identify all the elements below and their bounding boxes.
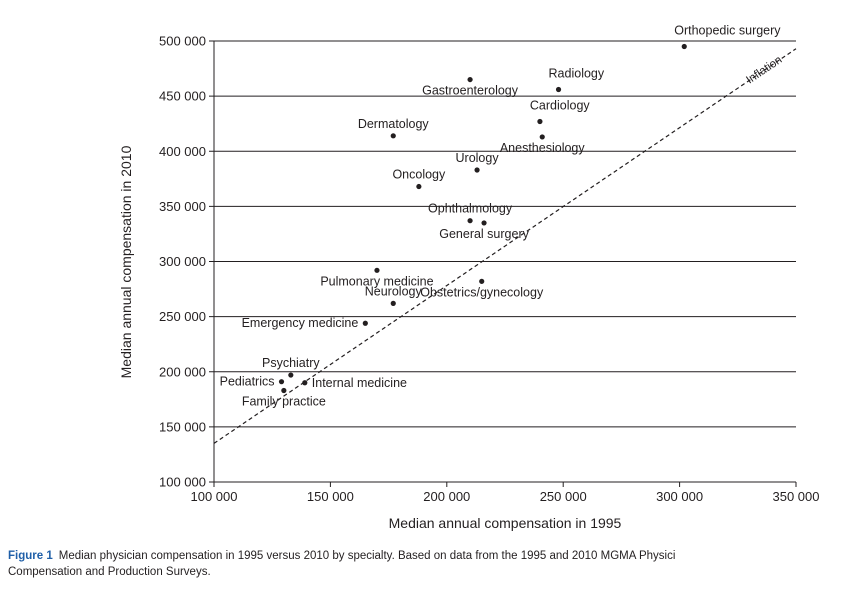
caption-line-1: Median physician compensation in 1995 ve…	[58, 550, 676, 562]
figure-caption: Figure 1 Median physician compensation in…	[8, 548, 844, 580]
point-label: Ophthalmology	[428, 202, 513, 216]
data-point	[537, 118, 543, 125]
point-label: Family practice	[242, 394, 326, 408]
y-tick-label: 200 000	[159, 364, 206, 379]
inflation-line-group: Inflation	[213, 48, 797, 444]
x-tick-label: 150 000	[307, 489, 354, 504]
inflation-line	[213, 48, 797, 444]
point-label: Internal medicine	[312, 376, 407, 390]
data-point	[479, 278, 485, 284]
data-point	[467, 218, 473, 224]
point-label: Gastroenterology	[422, 84, 519, 98]
x-tick-label: 200 000	[423, 489, 470, 504]
data-point	[390, 300, 396, 306]
point-label: Urology	[456, 151, 500, 165]
y-tick-label: 150 000	[159, 419, 206, 434]
y-axis-title: Median annual compensation in 2010	[118, 145, 134, 378]
y-tick-label: 100 000	[159, 475, 206, 490]
y-tick-label: 300 000	[159, 254, 206, 269]
scatter-chart: 100 000 150 000 200 000 250 000 300 000 350 0…	[118, 24, 820, 531]
data-point	[362, 320, 368, 326]
y-tick-label: 450 000	[159, 89, 206, 104]
data-point	[467, 76, 473, 83]
data-point	[278, 379, 285, 385]
figure-label: Figure 1	[8, 550, 53, 562]
x-tick-label: 350 000	[773, 489, 820, 504]
x-tick-label: 250 000	[540, 489, 587, 504]
data-points: Orthopedic surgery Radiology Gastroenterol…	[220, 24, 782, 409]
point-label: Anesthesiology	[500, 141, 586, 155]
data-point	[474, 167, 480, 173]
point-label: Cardiology	[530, 98, 591, 112]
data-point	[416, 183, 422, 190]
point-label: Radiology	[549, 67, 605, 81]
gridlines	[214, 40, 796, 428]
data-point	[555, 86, 562, 93]
data-point	[681, 43, 687, 50]
data-point	[539, 134, 545, 140]
inflation-label: Inflation	[744, 54, 784, 87]
point-label: Dermatology	[358, 117, 430, 131]
y-tick-label: 500 000	[159, 34, 206, 49]
axes: 100 000 150 000 200 000 250 000 300 000 350 0…	[159, 34, 820, 505]
caption-line-2: Compensation and Production Surveys.	[8, 566, 211, 578]
y-tick-label: 250 000	[159, 309, 206, 324]
data-point	[390, 133, 396, 139]
x-tick-label: 300 000	[656, 489, 703, 504]
data-point	[481, 220, 487, 226]
point-label: Orthopedic surgery	[674, 24, 781, 38]
point-label: Pediatrics	[220, 375, 275, 389]
point-label: Oncology	[392, 168, 446, 182]
point-label: Pulmonary medicine	[320, 274, 433, 288]
point-label: Emergency medicine	[242, 316, 359, 330]
point-label: Psychiatry	[262, 356, 320, 370]
point-label: Obstetrics/gynecology	[420, 285, 544, 299]
point-label: Neurology	[365, 284, 423, 298]
x-axis-title: Median annual compensation in 1995	[389, 515, 622, 531]
y-tick-label: 350 000	[159, 199, 206, 214]
x-tick-label: 100 000	[191, 489, 238, 504]
data-point	[288, 372, 294, 378]
point-label: General surgery	[439, 227, 529, 241]
y-tick-label: 400 000	[159, 144, 206, 159]
data-point	[281, 387, 287, 394]
data-point	[374, 267, 380, 273]
data-point	[302, 380, 308, 386]
